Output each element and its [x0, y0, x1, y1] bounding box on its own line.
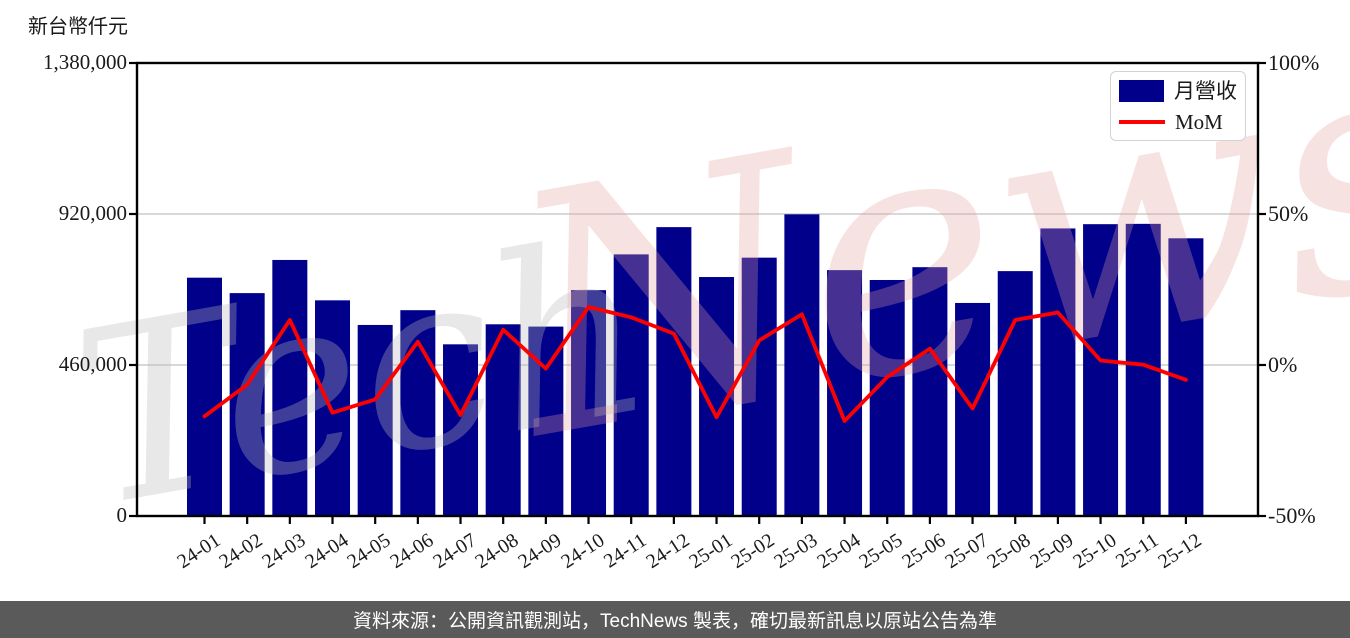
bar-24-05 — [357, 324, 393, 516]
bar-25-03 — [784, 214, 820, 517]
legend-row-mom: MoM — [1119, 111, 1237, 133]
mom-line-swatch — [1119, 119, 1165, 124]
bar-24-12 — [656, 227, 692, 516]
bar-25-06 — [912, 267, 948, 516]
bar-25-08 — [997, 271, 1033, 516]
mom-line — [202, 305, 1188, 423]
plot-frame — [135, 61, 1260, 518]
legend-row-revenue: 月營收 — [1119, 78, 1237, 103]
legend-label-revenue: 月營收 — [1174, 78, 1237, 103]
bar-25-09 — [1040, 228, 1076, 516]
bar-24-10 — [571, 290, 607, 516]
bar-24-02 — [229, 293, 265, 516]
bar-25-10 — [1083, 224, 1119, 516]
source-footer: 資料來源：公開資訊觀測站，TechNews 製表，確切最新訊息以原站公告為準 — [0, 601, 1350, 638]
bar-24-01 — [187, 277, 222, 516]
source-footer-text: 資料來源：公開資訊觀測站，TechNews 製表，確切最新訊息以原站公告為準 — [353, 611, 997, 632]
legend: 月營收 MoM — [1110, 71, 1246, 141]
bar-24-11 — [613, 254, 649, 516]
bar-24-03 — [272, 259, 308, 516]
legend-label-mom: MoM — [1175, 109, 1223, 134]
bar-25-05 — [869, 279, 905, 516]
revenue-bar-swatch — [1119, 79, 1164, 102]
bar-25-02 — [741, 257, 777, 516]
bar-24-07 — [443, 344, 479, 516]
